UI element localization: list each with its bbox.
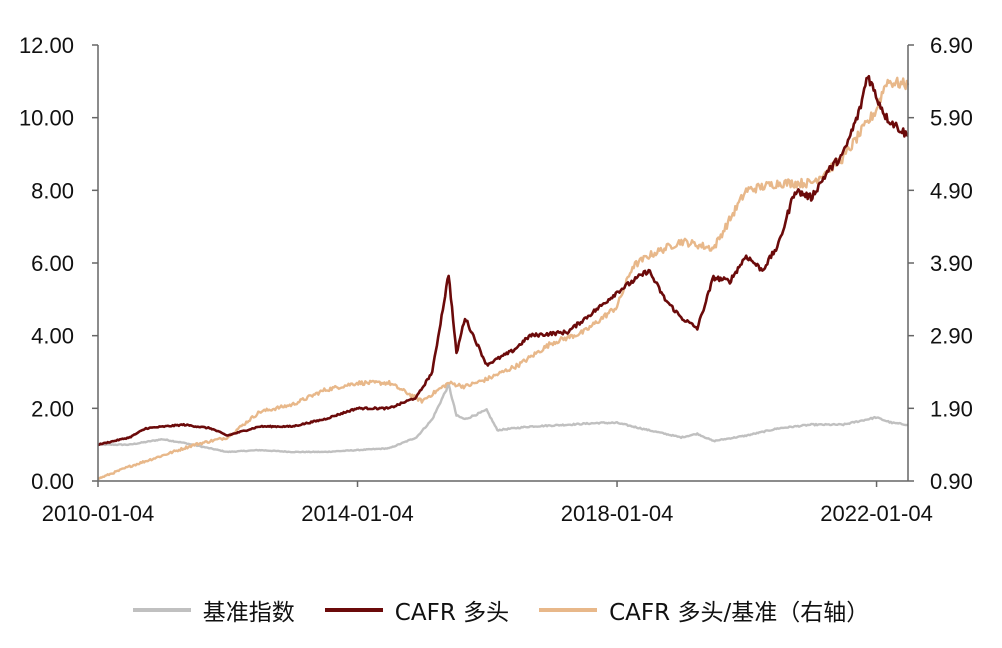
x-tick-label: 2022-01-04 <box>820 501 933 526</box>
right-tick-label: 3.90 <box>930 251 973 276</box>
series-line-cafr-ratio <box>97 76 910 480</box>
legend-label-cafr-long: CAFR 多头 <box>394 600 510 626</box>
legend-item-cafr-ratio: CAFR 多头/基准（右轴） <box>539 593 869 627</box>
right-tick-label: 5.90 <box>930 106 973 131</box>
series-line-benchmark <box>97 382 909 454</box>
left-tick-label: 0.00 <box>31 469 74 494</box>
right-tick-label: 2.90 <box>930 324 973 349</box>
right-tick-label: 0.90 <box>930 469 973 494</box>
right-tick-label: 6.90 <box>930 33 973 58</box>
left-tick-label: 8.00 <box>31 178 74 203</box>
line-chart: 0.00 2.00 4.00 6.00 8.00 10.00 12.00 0.90 1.90 2.… <box>19 33 973 526</box>
legend-label-cafr-ratio: CAFR 多头/基准（右轴） <box>609 600 870 626</box>
x-tick-label: 2014-01-04 <box>301 501 414 526</box>
right-tick-label: 4.90 <box>930 178 973 203</box>
ticks-layer: 0.00 2.00 4.00 6.00 8.00 10.00 12.00 0.90 1.90 2.… <box>19 33 973 526</box>
legend-label-benchmark: 基准指数 <box>202 600 295 626</box>
right-tick-label: 1.90 <box>930 396 973 421</box>
left-tick-label: 10.00 <box>19 106 74 131</box>
x-tick-label: 2018-01-04 <box>561 501 674 526</box>
series-layer <box>97 74 910 480</box>
legend-item-benchmark: 基准指数 <box>132 593 295 627</box>
legend-swatch-benchmark <box>132 608 191 612</box>
legend-item-cafr-long: CAFR 多头 <box>324 593 510 627</box>
legend-swatch-cafr-long <box>324 608 383 612</box>
left-tick-label: 4.00 <box>31 324 74 349</box>
series-line-cafr-long <box>97 74 909 447</box>
left-tick-label: 12.00 <box>19 33 74 58</box>
legend-swatch-cafr-ratio <box>539 608 598 612</box>
legend: 基准指数 CAFR 多头 CAFR 多头/基准（右轴） <box>0 590 1002 630</box>
left-tick-label: 6.00 <box>31 251 74 276</box>
left-tick-label: 2.00 <box>31 396 74 421</box>
x-tick-label: 2010-01-04 <box>42 501 155 526</box>
